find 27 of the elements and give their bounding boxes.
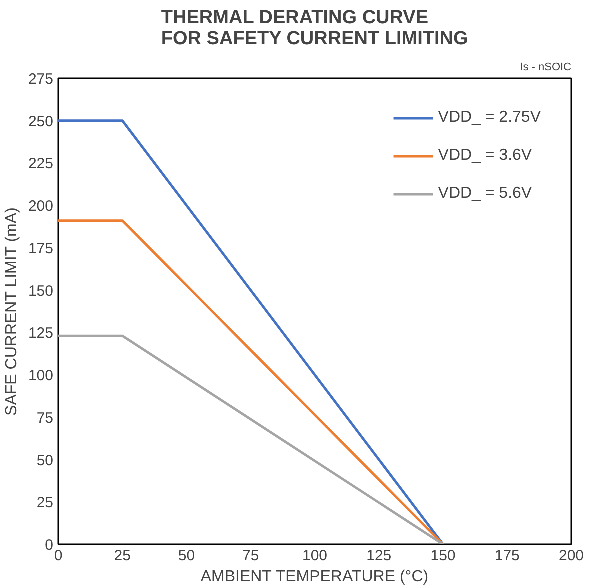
- y-tick-label: 25: [36, 494, 54, 512]
- y-tick-label: 75: [36, 410, 54, 427]
- legend-label: VDD_ = 2.75V: [438, 109, 541, 127]
- text: Is - nSOIC: [520, 62, 572, 74]
- chart-title: THERMAL DERATING CURVE FOR SAFETY CURRENT LIMITING: [161, 8, 468, 50]
- legend-label: VDD_ = 3.6V: [438, 147, 532, 165]
- x-tick-label: 50: [178, 548, 196, 564]
- y-tick-label: 275: [28, 71, 54, 88]
- y-tick-label: 125: [28, 325, 54, 342]
- x-tick-label: 100: [302, 548, 328, 564]
- x-tick-label: 75: [242, 548, 260, 564]
- y-tick-label: 200: [28, 198, 54, 216]
- y-tick-label: 0: [45, 537, 54, 554]
- y-tick-label: 50: [36, 452, 54, 470]
- x-tick-label: 175: [494, 548, 520, 564]
- x-tick-label: 200: [558, 548, 584, 564]
- x-axis-title: AMBIENT TEMPERATURE (°C): [200, 568, 429, 586]
- y-tick-label: 175: [28, 240, 54, 258]
- x-tick-label: 25: [114, 548, 131, 564]
- y-tick-label: 250: [28, 113, 54, 130]
- y-axis-title: SAFE CURRENT LIMIT (mA): [3, 208, 20, 416]
- x-tick-label: 125: [366, 548, 392, 564]
- y-tick-label: 225: [28, 156, 54, 173]
- legend-label: VDD_ = 5.6V: [438, 185, 532, 203]
- x-tick-label: 150: [430, 548, 456, 564]
- y-tick-label: 100: [28, 368, 54, 385]
- y-tick-label: 150: [28, 282, 54, 300]
